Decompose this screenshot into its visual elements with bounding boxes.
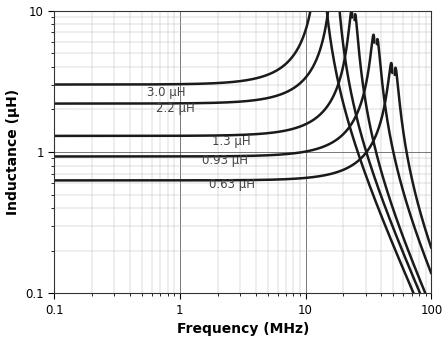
Text: 0.63 μH: 0.63 μH bbox=[209, 179, 255, 192]
Y-axis label: Inductance (μH): Inductance (μH) bbox=[5, 89, 20, 215]
Text: 3.0 μH: 3.0 μH bbox=[147, 86, 186, 98]
Text: 0.93 μH: 0.93 μH bbox=[202, 154, 248, 167]
Text: 1.3 μH: 1.3 μH bbox=[212, 135, 250, 148]
X-axis label: Frequency (MHz): Frequency (MHz) bbox=[177, 323, 309, 337]
Text: 2.2 μH: 2.2 μH bbox=[156, 102, 195, 115]
